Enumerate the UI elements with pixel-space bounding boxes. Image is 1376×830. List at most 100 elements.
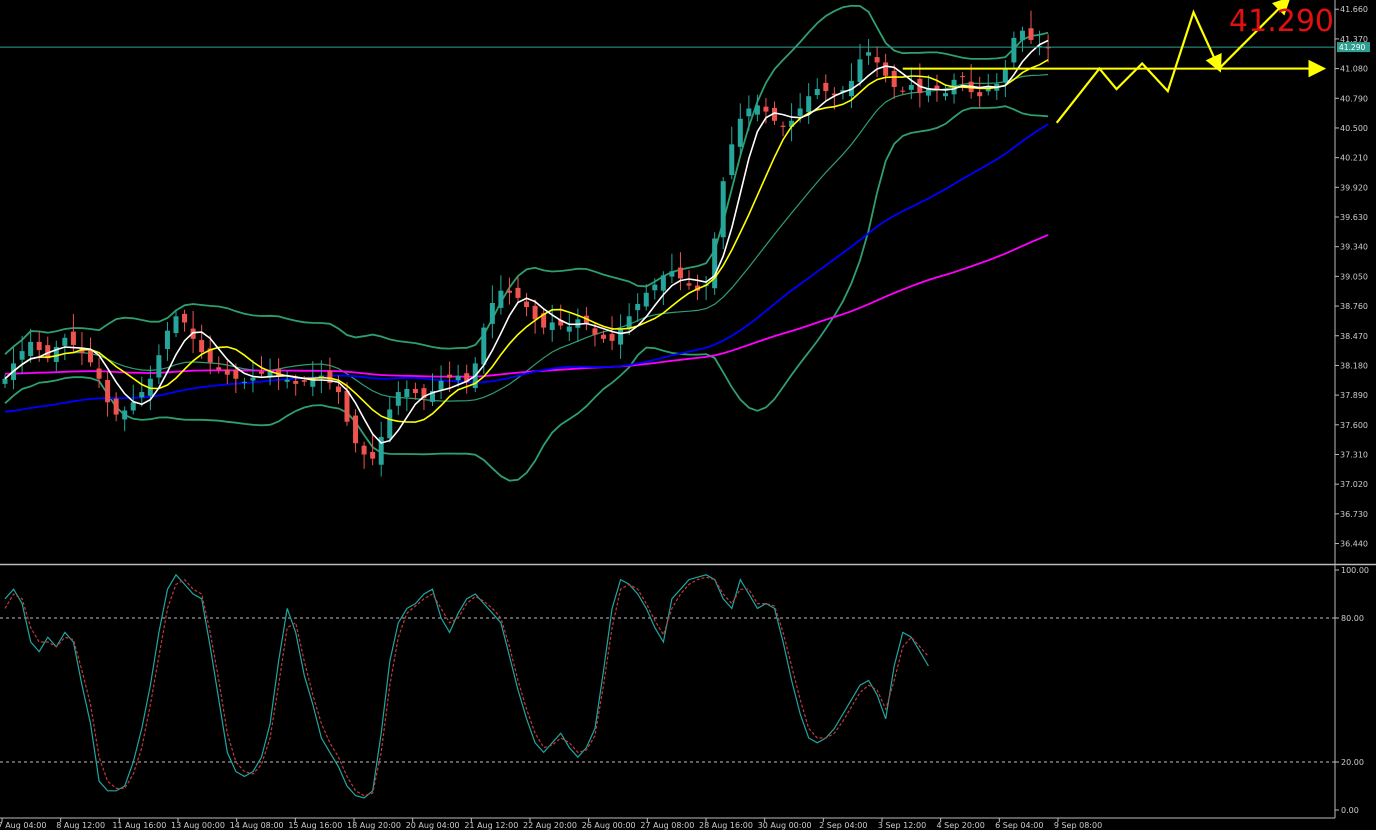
candle-body [506, 290, 512, 293]
candle-body [335, 386, 341, 393]
candle-body [772, 107, 777, 121]
candle-body [737, 118, 743, 147]
price-tick-label: 40.210 [1340, 154, 1368, 163]
candle-body [2, 378, 8, 384]
candle-body [447, 374, 453, 378]
candle-body [643, 292, 649, 307]
candle-body [173, 316, 179, 334]
candle-body [105, 379, 111, 403]
candle-body [1045, 47, 1051, 49]
candle-body [840, 90, 846, 93]
candle-body [293, 380, 299, 384]
oscillator-tick-label: 20.00 [1341, 758, 1364, 767]
candle-body [934, 85, 940, 91]
candle-body [455, 375, 461, 381]
time-tick-label: 28 Aug 16:00 [699, 821, 753, 830]
price-tick-label: 37.020 [1340, 480, 1368, 489]
candle-body [669, 271, 675, 277]
candle-body [267, 371, 273, 377]
candle-body [806, 96, 812, 113]
candle-body [532, 305, 538, 320]
candle-body [720, 181, 726, 238]
candle-body [395, 392, 401, 406]
candle-body [207, 348, 213, 363]
time-tick-label: 22 Aug 20:00 [523, 821, 577, 830]
candle-body [438, 380, 444, 390]
bollinger-middle-line [4, 73, 1049, 402]
candle-body [199, 340, 205, 353]
price-tick-label: 41.370 [1340, 35, 1368, 44]
price-tick-label: 36.440 [1340, 540, 1368, 549]
candle-body [746, 108, 752, 117]
candle-body [789, 120, 795, 127]
time-tick-label: 4 Sep 20:00 [937, 821, 985, 830]
candle-body [412, 388, 418, 394]
candle-body [524, 301, 530, 308]
time-tick-label: 3 Sep 12:00 [878, 821, 926, 830]
candle-body [1037, 46, 1043, 48]
price-tick-label: 39.920 [1340, 183, 1368, 192]
candle-body [1028, 28, 1034, 40]
candle-body [241, 381, 247, 383]
price-tick-label: 41.080 [1340, 65, 1368, 74]
time-tick-label: 9 Sep 08:00 [1054, 821, 1102, 830]
candle-body [960, 76, 966, 78]
candle-body [378, 437, 384, 465]
candle-body [498, 290, 504, 308]
candle-body [754, 105, 760, 115]
candle-body [327, 370, 333, 383]
candle-body [147, 378, 153, 396]
candle-body [130, 402, 136, 411]
time-tick-label: 15 Aug 16:00 [288, 821, 342, 830]
candle-body [660, 275, 666, 291]
candle-body [387, 409, 393, 439]
price-tick-label: 41.660 [1340, 5, 1368, 14]
candle-body [36, 341, 42, 351]
candle-body [900, 90, 906, 92]
candle-body [883, 62, 889, 76]
candle-body [182, 313, 188, 323]
oscillator-tick-label: 80.00 [1341, 614, 1364, 623]
candle-body [430, 391, 435, 402]
candle-body [763, 106, 769, 112]
price-tick-label: 37.890 [1340, 391, 1368, 400]
candle-body [925, 88, 931, 96]
price-tick-label: 37.310 [1340, 450, 1368, 459]
time-tick-label: 2 Sep 04:00 [819, 821, 867, 830]
candle-body [549, 322, 555, 331]
candle-body [635, 304, 641, 311]
candle-body [45, 345, 51, 359]
candle-body [259, 371, 264, 374]
zigzag-projection [1055, 9, 1222, 124]
time-tick-label: 21 Aug 12:00 [464, 821, 518, 830]
candle-body [276, 369, 282, 376]
candle-body [780, 125, 786, 127]
candle-body [558, 319, 564, 326]
time-tick-label: 7 Aug 04:00 [0, 821, 46, 830]
candle-body [943, 93, 948, 97]
time-tick-label: 14 Aug 08:00 [230, 821, 284, 830]
candle-body [224, 369, 230, 375]
candle-body [361, 445, 367, 455]
candle-body [1011, 37, 1017, 63]
candle-body [874, 57, 880, 63]
candle-body [712, 238, 718, 289]
ma-50-line [4, 123, 1049, 413]
candle-body [216, 367, 222, 370]
projection-arrow [1218, 0, 1291, 70]
candle-body [421, 388, 427, 399]
candle-body [464, 373, 470, 382]
time-axis: 7 Aug 04:00 8 Aug 12:00 11 Aug 16:00 13 Aug… [0, 817, 1335, 830]
time-tick-label: 11 Aug 16:00 [112, 821, 166, 830]
candle-body [814, 89, 820, 95]
time-tick-label: 8 Aug 12:00 [56, 821, 105, 830]
candle-body [250, 377, 256, 381]
candle-body [652, 284, 658, 291]
candle-body [28, 341, 34, 357]
candle-body [310, 378, 316, 387]
candle-body [62, 337, 68, 346]
candle-body [866, 52, 872, 56]
candle-body [233, 369, 239, 379]
price-tick-label: 40.500 [1340, 124, 1368, 133]
ma-100-line [4, 234, 1049, 378]
